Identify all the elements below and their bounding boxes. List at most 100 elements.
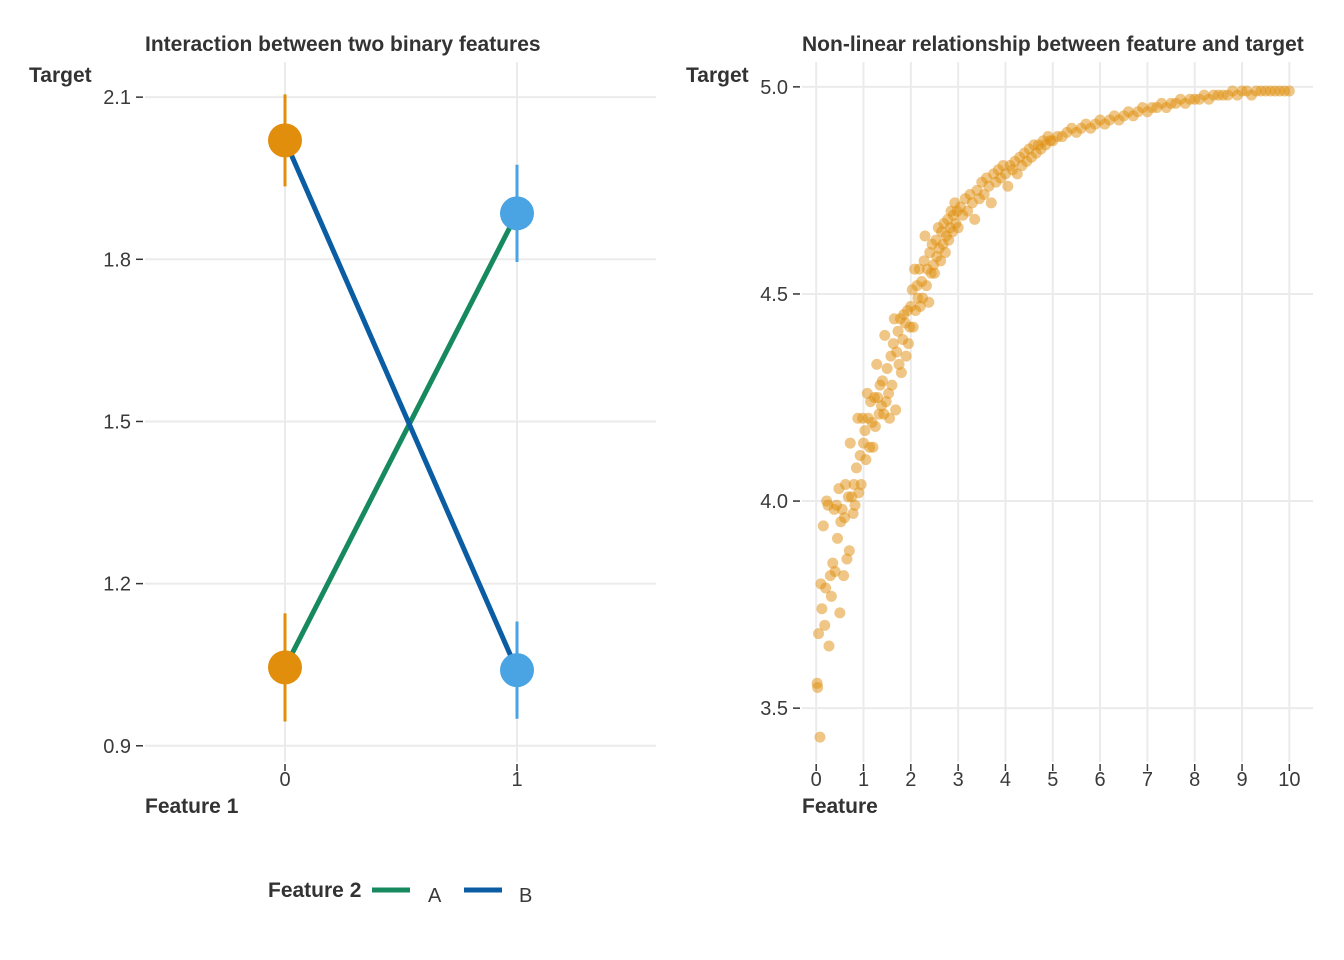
scatter-point — [891, 346, 903, 358]
scatter-point — [871, 358, 883, 370]
series-line-b — [282, 139, 520, 672]
right-x-tick-label: 2 — [905, 769, 916, 791]
scatter-point — [844, 437, 856, 449]
scatter-point — [923, 296, 935, 308]
scatter-point — [834, 607, 846, 619]
right-x-tick-label: 9 — [1236, 769, 1247, 791]
scatter-point — [883, 387, 895, 399]
point-b-1 — [500, 653, 534, 688]
scatter-point — [935, 255, 947, 267]
scatter-point — [860, 454, 872, 466]
legend-label-b: B — [519, 885, 532, 907]
scatter-point — [820, 582, 832, 594]
scatter-point — [892, 325, 904, 337]
scatter-point — [879, 329, 891, 341]
scatter-point — [880, 396, 892, 408]
scatter-point — [853, 487, 865, 499]
scatter-point — [978, 189, 990, 201]
right-chart-title: Non-linear relationship between feature … — [802, 33, 1304, 56]
right-y-tick-label: 5.0 — [760, 77, 788, 99]
scatter-point — [952, 222, 964, 234]
scatter-point — [893, 358, 905, 370]
scatter-point — [814, 731, 826, 743]
scatter-point — [841, 553, 853, 565]
left-x-tick-label: 0 — [279, 769, 290, 791]
scatter-point — [890, 404, 902, 416]
legend: Feature 2 A B — [268, 879, 532, 907]
scatter-point — [895, 367, 907, 379]
point-a-0 — [268, 650, 302, 685]
scatter-point — [928, 267, 940, 279]
right-x-tick-label: 3 — [953, 769, 964, 791]
scatter-point — [840, 478, 852, 490]
left-y-ticks: 0.9 1.2 1.5 1.8 2.1 — [103, 87, 143, 758]
scatter-point — [887, 338, 899, 350]
right-x-tick-label: 7 — [1142, 769, 1153, 791]
series-line-a — [282, 212, 520, 669]
scatter-point — [913, 263, 925, 275]
scatter-point — [900, 350, 912, 362]
scatter-point — [816, 603, 828, 615]
scatter-point — [876, 375, 888, 387]
scatter-point — [847, 507, 859, 519]
scatter-point — [843, 545, 855, 557]
right-x-axis-label: Feature — [802, 795, 878, 818]
scatter-point — [813, 628, 825, 640]
left-y-tick-label: 1.2 — [103, 574, 131, 596]
right-x-tick-label: 8 — [1189, 769, 1200, 791]
scatter-point — [1011, 168, 1023, 180]
scatter-chart: Non-linear relationship between feature … — [686, 33, 1313, 818]
left-y-tick-label: 2.1 — [103, 87, 131, 109]
scatter-point — [817, 520, 829, 532]
scatter-point — [831, 532, 843, 544]
scatter-point — [836, 503, 848, 515]
scatter-point — [914, 300, 926, 312]
right-y-tick-label: 4.5 — [760, 284, 788, 306]
scatter-point — [859, 425, 871, 437]
legend-label-a: A — [428, 885, 442, 907]
right-x-tick-label: 0 — [811, 769, 822, 791]
scatter-point — [884, 412, 896, 424]
scatter-point — [886, 379, 898, 391]
scatter-point — [849, 499, 861, 511]
scatter-point — [827, 557, 839, 569]
right-x-tick-label: 1 — [858, 769, 869, 791]
scatter-point — [838, 570, 850, 582]
right-scatter-points — [811, 85, 1295, 743]
scatter-point — [855, 478, 867, 490]
scatter-point — [939, 247, 951, 259]
legend-title: Feature 2 — [268, 879, 361, 902]
scatter-point — [829, 565, 841, 577]
left-x-axis-label: Feature 1 — [145, 795, 239, 818]
scatter-point — [1002, 180, 1014, 192]
point-a-1 — [500, 196, 534, 231]
scatter-point — [839, 512, 851, 524]
right-x-tick-label: 6 — [1095, 769, 1106, 791]
scatter-point — [902, 338, 914, 350]
point-b-0 — [268, 123, 302, 158]
right-y-ticks: 3.5 4.0 4.5 5.0 — [760, 77, 800, 720]
right-y-axis-label: Target — [686, 64, 749, 87]
scatter-point — [812, 681, 824, 693]
left-points — [268, 123, 534, 688]
scatter-point — [867, 441, 879, 453]
left-gridlines — [145, 62, 656, 762]
left-y-axis-label: Target — [29, 64, 92, 87]
interaction-chart: Interaction between two binary features … — [29, 33, 656, 818]
scatter-point — [869, 420, 881, 432]
scatter-point — [920, 280, 932, 292]
right-x-tick-label: 5 — [1047, 769, 1058, 791]
scatter-point — [985, 197, 997, 209]
left-series-lines — [282, 139, 520, 672]
scatter-point — [943, 234, 955, 246]
scatter-point — [819, 619, 831, 631]
left-x-tick-label: 1 — [511, 769, 522, 791]
left-chart-title: Interaction between two binary features — [145, 33, 541, 56]
right-x-tick-label: 10 — [1278, 769, 1300, 791]
scatter-point — [881, 363, 893, 375]
left-y-tick-label: 1.5 — [103, 411, 131, 433]
scatter-point — [850, 462, 862, 474]
right-gridlines — [802, 62, 1313, 762]
